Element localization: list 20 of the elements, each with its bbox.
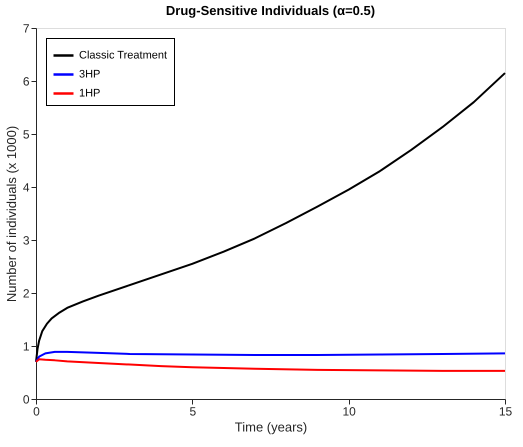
line-series — [35, 350, 506, 363]
legend-label: 3HP — [79, 68, 100, 80]
y-tick-label: 4 — [22, 180, 30, 194]
y-tick-label: 3 — [22, 234, 30, 248]
x-tick-label: 10 — [342, 404, 356, 418]
x-tick-label: 15 — [498, 404, 512, 418]
x-axis-title: Time (years) — [234, 420, 308, 434]
y-tick-label: 6 — [22, 74, 30, 88]
y-tick-label: 5 — [22, 128, 30, 142]
x-tick-label: 5 — [189, 404, 196, 418]
x-tick-label: 0 — [33, 404, 40, 418]
chart-title: Drug-Sensitive Individuals (α=0.5) — [166, 3, 376, 18]
legend-label: 1HP — [79, 88, 100, 100]
line-series — [35, 358, 506, 372]
y-tick-label: 2 — [22, 286, 30, 300]
legend-label: Classic Treatment — [79, 50, 168, 62]
y-tick-label: 7 — [22, 22, 30, 36]
y-tick-label: 1 — [22, 340, 30, 354]
y-tick-label: 0 — [22, 392, 30, 406]
y-axis-title: Number of individuals (x 1000) — [4, 126, 19, 302]
